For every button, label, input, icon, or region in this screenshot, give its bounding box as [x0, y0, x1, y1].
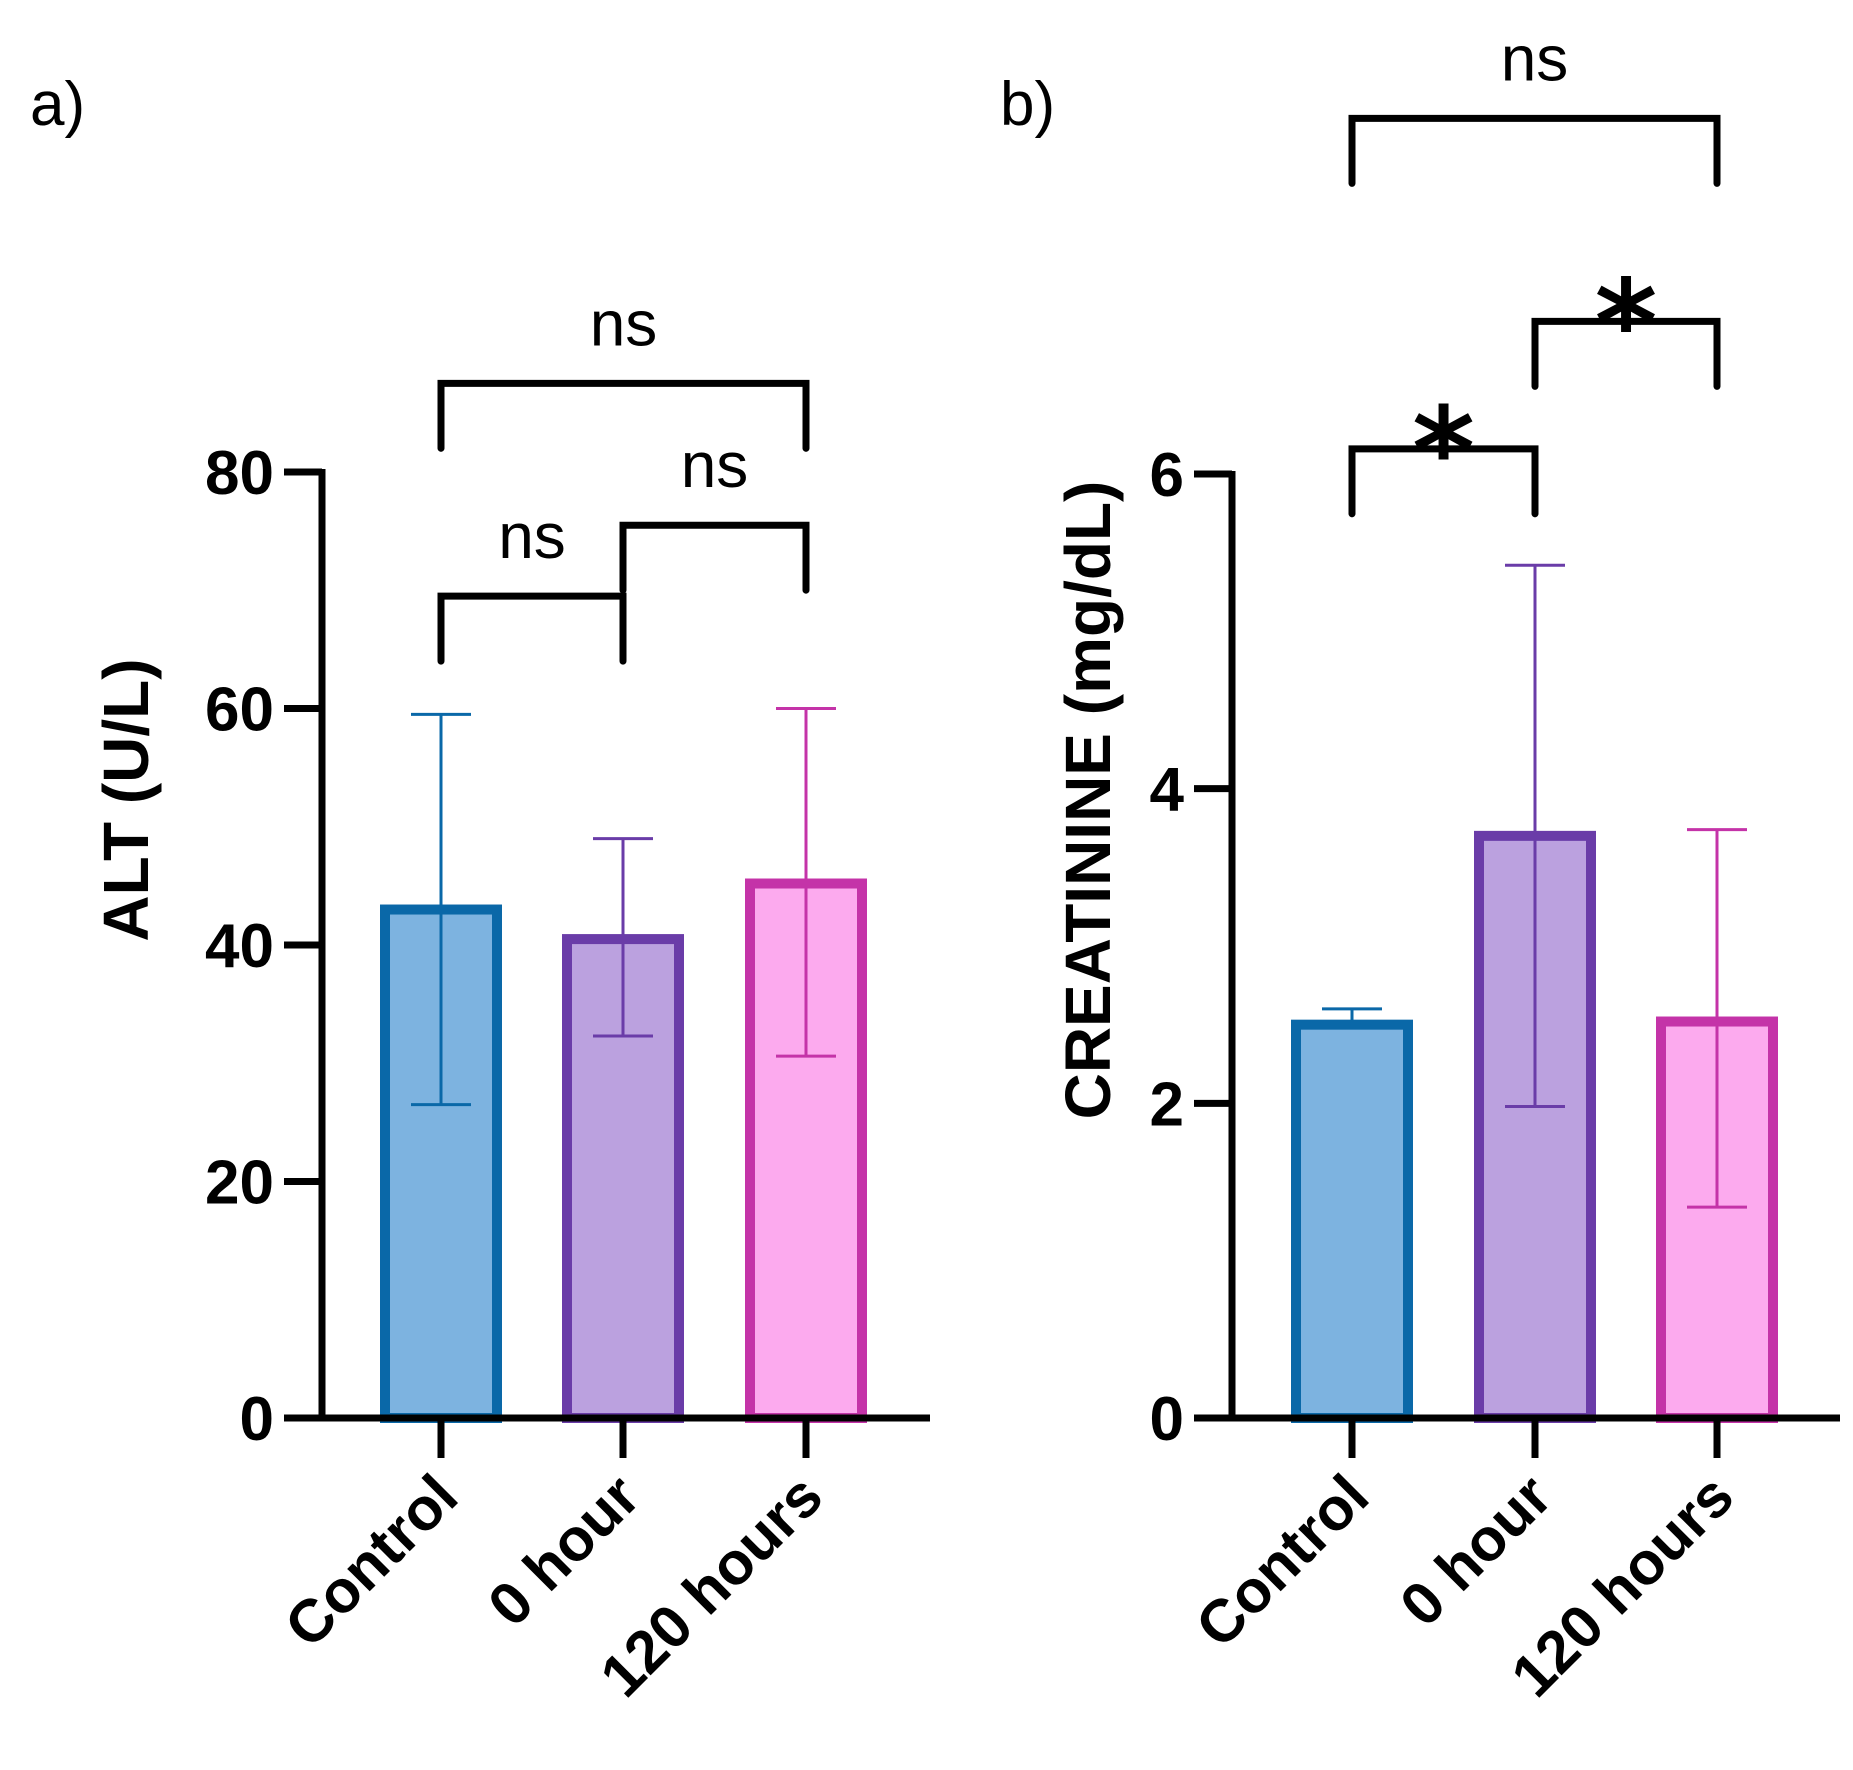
panel-b-comparison-bracket: [1531, 317, 1721, 390]
panel-b-comparison-bracket: [1348, 445, 1539, 518]
panel-b-creatinine-chart: b) CREATININE (mg/dL) 0 2 4 6 Control 0 hour…: [1000, 22, 1840, 1710]
panel-b-y-tick-label: 4: [1150, 756, 1185, 825]
panel-a-category-label: 0 hour: [475, 1462, 652, 1639]
panel-a-y-tick-label: 40: [205, 912, 274, 981]
panel-a-y-axis-label: ALT (U/L): [90, 658, 162, 941]
panel-b-comparison-label: ns: [1501, 22, 1569, 94]
panel-a-y-tick-label: 20: [205, 1149, 274, 1218]
panel-a-comparison-label: ns: [498, 500, 566, 572]
panel-a-comparison-label: ns: [681, 429, 749, 501]
panel-a-comparison-bracket: [437, 379, 810, 452]
panel-b-error-bar-2: [1687, 828, 1747, 1209]
panel-b-bar-0: [1291, 1019, 1413, 1423]
panel-b-error-bar-0: [1322, 1007, 1382, 1027]
panel-b-y-tick-label: 2: [1150, 1070, 1184, 1139]
panel-a-label: a): [30, 70, 85, 139]
panel-b-comparison-bracket: [1348, 114, 1721, 187]
panel-b-error-bars: [1322, 563, 1747, 1209]
panel-b-significance: * * ns: [1348, 22, 1721, 522]
panel-b-y-tick-label: 6: [1150, 441, 1184, 510]
panel-a-error-bar-2: [776, 707, 836, 1058]
panel-a-comparison-label: ns: [590, 287, 658, 359]
panel-a-category-label: Control: [272, 1462, 470, 1660]
panel-a-y-ticks: 0 20 40 60 80: [205, 439, 322, 1454]
panel-b-label: b): [1000, 70, 1055, 139]
panel-a-y-tick-label: 80: [205, 439, 274, 508]
panel-b-y-axis-label: CREATININE (mg/dL): [1052, 481, 1124, 1120]
panel-b-comparison-label: *: [1595, 255, 1658, 394]
panel-b-category-label: 0 hour: [1387, 1462, 1564, 1639]
panel-a-error-bar-1: [593, 837, 653, 1038]
panel-b-y-ticks: 0 2 4 6: [1150, 441, 1232, 1454]
panel-a-y-tick-label: 60: [205, 676, 274, 745]
panel-a-alt-chart: a) ALT (U/L) 0 20 40 60 80 Control 0 hour120 …: [30, 70, 930, 1710]
panel-b-error-bar-1: [1505, 563, 1565, 1108]
panel-a-comparison-bracket: [437, 592, 627, 665]
panel-b-category-label: Control: [1183, 1462, 1381, 1660]
panel-b-comparison-label: *: [1412, 383, 1475, 522]
panel-a-error-bar-0: [411, 712, 471, 1107]
panel-a-y-tick-label: 0: [240, 1385, 274, 1454]
panel-b-y-tick-label: 0: [1150, 1385, 1184, 1454]
panel-a-error-bars: [411, 707, 836, 1107]
panel-a-comparison-bracket: [619, 521, 810, 594]
